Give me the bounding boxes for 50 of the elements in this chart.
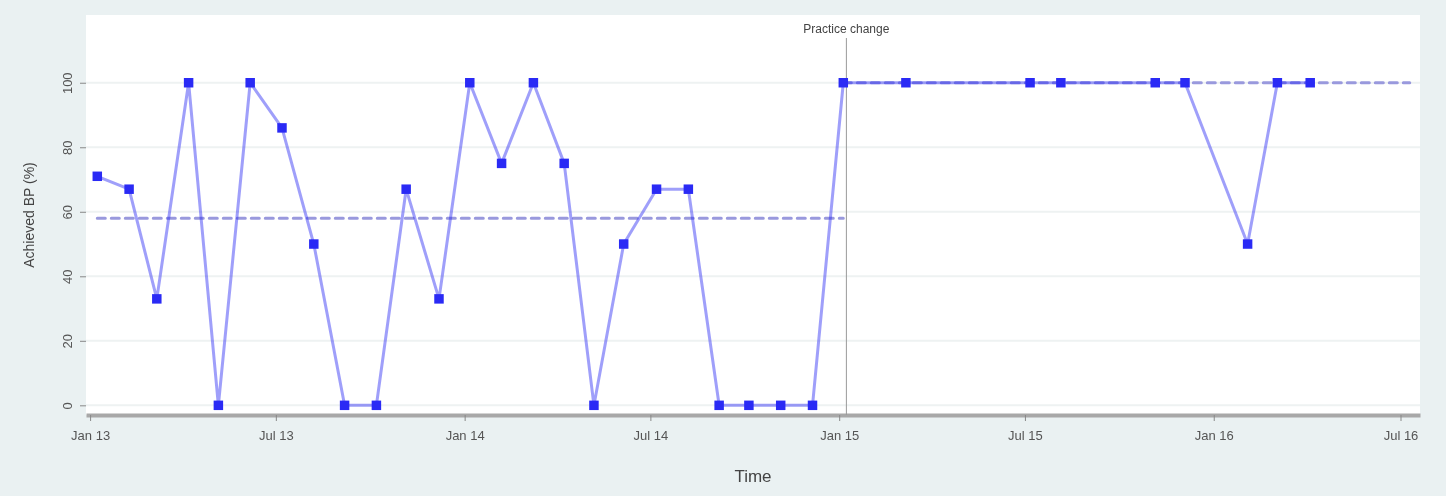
point — [1242, 239, 1253, 249]
x-tick-label: Jul 15 — [1008, 427, 1043, 443]
point — [434, 294, 444, 304]
point — [807, 400, 818, 411]
point — [589, 400, 599, 411]
x-tick-label: Jan 14 — [445, 427, 485, 443]
point — [528, 78, 539, 88]
x-tick-label: Jul 14 — [633, 427, 669, 443]
y-tick-label: 80 — [60, 140, 75, 155]
point — [124, 184, 134, 194]
point — [559, 158, 569, 169]
x-axis-title: Time — [734, 467, 772, 486]
point — [618, 239, 629, 249]
x-tick-label: Jan 16 — [1194, 427, 1234, 443]
y-tick-label: 100 — [60, 72, 75, 95]
point — [92, 171, 103, 182]
point — [838, 78, 849, 88]
x-tick-label: Jan 13 — [71, 427, 111, 443]
point — [401, 184, 411, 194]
point — [1305, 78, 1315, 88]
y-axis-title: Achieved BP (%) — [21, 162, 37, 268]
point — [152, 294, 162, 304]
point — [1056, 78, 1066, 88]
point — [901, 78, 911, 88]
y-tick-label: 60 — [60, 205, 75, 220]
point — [1025, 78, 1035, 88]
x-tick-label: Jul 16 — [1383, 427, 1419, 443]
x-tick-label: Jan 15 — [820, 427, 860, 443]
point — [183, 78, 194, 88]
y-tick-label: 20 — [60, 334, 75, 349]
point — [1272, 78, 1283, 88]
point — [744, 400, 754, 411]
point — [714, 400, 724, 411]
point — [651, 184, 662, 194]
point — [683, 184, 694, 194]
point — [775, 400, 786, 411]
point — [465, 78, 475, 88]
y-tick-label: 40 — [60, 269, 75, 285]
point — [309, 239, 319, 249]
y-tick-label: 0 — [60, 402, 75, 410]
point — [213, 400, 224, 411]
point — [371, 400, 382, 411]
point — [339, 400, 350, 411]
point — [277, 123, 287, 133]
point — [1150, 78, 1160, 88]
point — [245, 78, 255, 88]
point — [1180, 78, 1190, 88]
ref-line-label: Practice change — [803, 22, 890, 36]
x-tick-label: Jul 13 — [258, 427, 294, 443]
point — [496, 158, 507, 169]
